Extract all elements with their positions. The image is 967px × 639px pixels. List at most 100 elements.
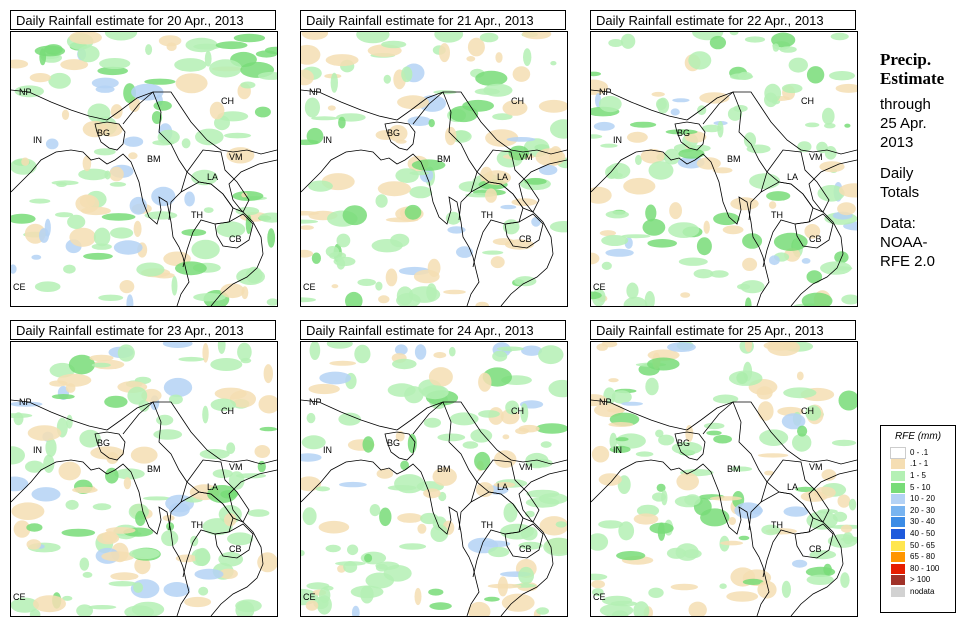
rain-patch: [505, 400, 519, 415]
rain-patch: [757, 401, 774, 421]
rain-patch: [259, 426, 277, 432]
rain-patch: [77, 45, 100, 63]
rain-patch: [80, 206, 111, 216]
rain-patch: [733, 105, 748, 112]
border-cambodia: [794, 523, 834, 559]
rain-patch: [411, 159, 446, 171]
rain-patch: [376, 468, 394, 479]
rain-patch: [822, 107, 835, 125]
rain-patch: [497, 346, 524, 352]
legend-row: .1 - 1: [881, 459, 955, 471]
rain-patch: [39, 228, 49, 243]
rain-patch: [45, 438, 57, 457]
label-myanmar: BM: [437, 154, 451, 164]
rain-patch: [531, 458, 553, 468]
rain-patch: [445, 211, 461, 225]
rain-patch: [645, 204, 657, 222]
rain-patch: [607, 172, 623, 179]
legend-label: 80 - 100: [910, 563, 940, 573]
rain-patch: [655, 429, 664, 438]
border-china: [396, 91, 567, 155]
rain-patch: [89, 354, 114, 362]
rain-patch: [591, 186, 612, 204]
rain-patch: [792, 559, 808, 568]
rain-patch: [104, 395, 128, 408]
label-nepal: NP: [309, 87, 322, 97]
rain-patch: [699, 92, 730, 104]
rain-patch: [593, 121, 615, 131]
rain-patch: [781, 83, 803, 94]
rain-patch: [520, 403, 529, 423]
rain-patch: [266, 298, 277, 306]
rain-patch: [161, 530, 179, 547]
rain-patch: [740, 280, 765, 294]
label-ceylon: CE: [593, 282, 606, 292]
label-myanmar: BM: [727, 154, 741, 164]
border-bangladesh: [674, 431, 706, 461]
rain-patch: [805, 405, 822, 421]
legend-swatch: [891, 528, 905, 539]
rain-patch: [404, 386, 424, 404]
country-borders: [11, 399, 277, 616]
rain-patch: [420, 512, 439, 525]
label-cambodia: CB: [229, 234, 242, 244]
rain-patch: [110, 227, 134, 239]
label-china: CH: [801, 96, 814, 106]
rain-patch: [620, 33, 636, 49]
rain-patch: [198, 586, 209, 596]
rain-patch: [764, 83, 782, 103]
coastline: [301, 459, 480, 616]
rain-patch: [394, 344, 408, 355]
rain-patch: [651, 91, 665, 97]
rain-patch: [258, 395, 277, 414]
rain-patch: [479, 32, 499, 43]
rain-patch: [171, 276, 178, 296]
rain-patch: [240, 81, 256, 89]
rain-patch: [105, 467, 119, 484]
rain-patch: [605, 248, 634, 257]
rain-patch: [105, 527, 136, 534]
label-ceylon: CE: [593, 592, 606, 602]
rain-patch: [806, 66, 825, 84]
rain-patch: [657, 97, 670, 114]
coastline: [591, 149, 770, 306]
rain-patch: [645, 377, 659, 396]
rain-patch: [241, 192, 248, 198]
rain-patch: [470, 428, 493, 443]
rain-patch: [157, 129, 180, 145]
rain-patch: [423, 417, 441, 428]
rain-patch: [680, 292, 691, 298]
rainfall-layer: [11, 32, 277, 306]
rainfall-map-panel-6: Daily Rainfall estimate for 25 Apr., 201…: [590, 320, 858, 617]
rain-patch: [302, 507, 317, 526]
rain-patch: [395, 168, 419, 184]
rain-patch: [69, 32, 102, 45]
rain-patch: [433, 352, 447, 359]
legend-swatch: [891, 517, 905, 528]
rain-patch: [396, 286, 414, 306]
label-laos: LA: [497, 482, 509, 492]
rain-patch: [49, 362, 75, 378]
rain-patch: [608, 422, 634, 427]
rain-patch: [397, 95, 429, 110]
rain-patch: [240, 357, 252, 364]
rain-patch: [601, 235, 629, 246]
coastline: [591, 459, 770, 616]
rain-patch: [466, 56, 476, 62]
rain-patch: [194, 568, 224, 580]
rain-patch: [43, 454, 55, 473]
coastline-east: [210, 469, 277, 616]
rain-patch: [178, 356, 205, 362]
rain-patch: [621, 401, 643, 406]
border-india-nepal: [591, 89, 688, 121]
rain-patch: [524, 178, 547, 185]
country-borders: [301, 89, 567, 306]
legend-label: nodata: [910, 586, 935, 596]
rain-patch: [61, 109, 70, 121]
rain-patch: [308, 180, 333, 192]
rain-patch: [55, 212, 74, 218]
label-india: IN: [33, 445, 42, 455]
rain-patch: [210, 358, 243, 371]
rain-patch: [108, 581, 137, 587]
rain-patch: [215, 41, 248, 50]
